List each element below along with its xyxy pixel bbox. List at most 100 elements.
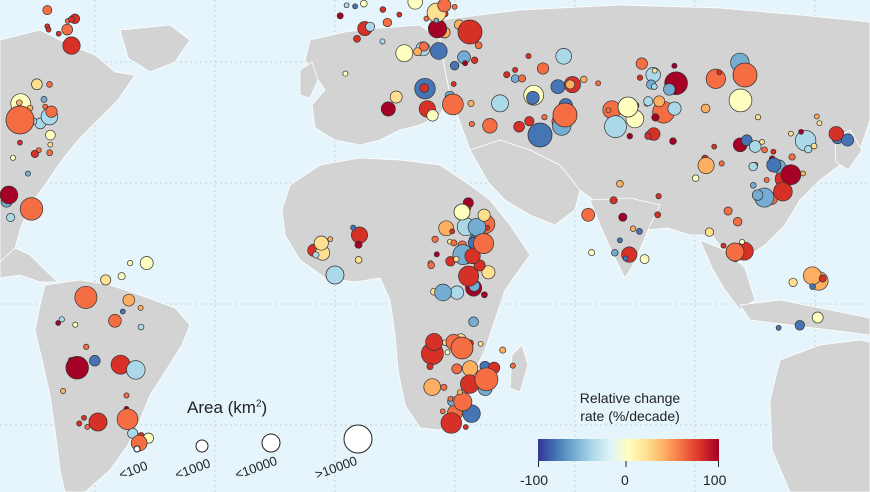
lake-marker	[565, 79, 576, 90]
lake-marker	[626, 132, 633, 140]
lake-marker	[440, 383, 448, 391]
lake-marker	[127, 260, 134, 267]
lake-marker	[841, 133, 855, 147]
lake-marker	[354, 256, 363, 264]
lake-marker	[667, 101, 682, 116]
lake-marker	[527, 122, 553, 148]
lake-marker	[434, 283, 452, 302]
lake-marker	[47, 141, 54, 148]
lake-marker	[30, 149, 39, 158]
lake-marker	[350, 224, 357, 231]
lake-marker	[809, 283, 816, 290]
lake-markers	[0, 0, 855, 452]
size-legend-circle-small	[133, 445, 141, 453]
lake-marker	[449, 228, 456, 235]
lake-marker	[117, 272, 126, 281]
lake-marker	[669, 137, 677, 145]
lake-marker	[45, 105, 58, 118]
lake-marker	[716, 69, 723, 76]
lake-marker	[605, 107, 612, 114]
lake-marker	[396, 11, 403, 18]
lake-marker	[457, 19, 483, 45]
lake-marker	[380, 101, 396, 117]
lake-marker	[663, 83, 676, 96]
lake-marker	[100, 274, 112, 286]
lake-marker	[811, 311, 824, 324]
lake-marker	[88, 412, 108, 432]
colorbar	[538, 439, 719, 467]
lake-marker	[62, 36, 81, 55]
lake-marker	[116, 408, 139, 430]
lake-marker	[766, 157, 782, 173]
lake-marker	[60, 388, 67, 394]
lake-marker	[433, 17, 440, 24]
lake-marker	[473, 233, 495, 254]
lake-marker	[525, 53, 532, 60]
lake-marker	[711, 143, 718, 150]
colorbar-title: Relative change rate (%/decade)	[560, 389, 700, 425]
lake-marker	[137, 323, 145, 331]
lake-marker	[89, 355, 101, 367]
lake-marker	[555, 48, 572, 65]
lake-marker	[818, 274, 827, 283]
australia-landmass	[769, 339, 870, 492]
lake-marker	[395, 44, 414, 63]
lake-marker	[325, 265, 345, 285]
lake-marker	[509, 362, 516, 369]
lake-marker	[451, 3, 458, 10]
lake-marker	[725, 242, 745, 262]
lake-marker	[770, 148, 777, 155]
lake-marker	[450, 239, 458, 247]
lake-marker	[419, 83, 430, 93]
lake-marker	[609, 196, 618, 205]
lake-marker	[653, 95, 666, 108]
lake-marker	[671, 62, 678, 69]
india-landmass	[589, 197, 661, 279]
lake-marker	[692, 174, 700, 182]
lake-marker	[775, 324, 782, 331]
lake-marker	[524, 116, 535, 127]
lake-marker	[788, 153, 796, 161]
lake-marker	[352, 3, 358, 10]
lake-marker	[481, 265, 496, 280]
lake-marker	[426, 109, 439, 122]
lake-marker	[354, 240, 363, 249]
lake-marker	[450, 336, 474, 360]
lake-marker	[431, 235, 439, 243]
lake-marker	[426, 363, 434, 370]
lake-marker	[617, 96, 639, 118]
lake-marker	[65, 356, 89, 380]
lake-marker	[83, 343, 90, 350]
lake-marker	[433, 251, 440, 258]
lake-marker	[741, 134, 753, 147]
lake-marker	[453, 203, 471, 221]
lake-marker	[327, 236, 334, 242]
lake-marker	[68, 16, 75, 23]
lake-marker	[6, 213, 16, 222]
lake-marker	[419, 41, 429, 52]
lake-marker	[491, 94, 509, 113]
lake-marker	[46, 149, 54, 157]
indonesia-landmass	[739, 299, 870, 336]
lake-marker	[763, 176, 770, 183]
colorbar-title-line1: Relative change	[579, 390, 681, 406]
lake-marker	[343, 2, 350, 9]
lake-marker	[17, 139, 23, 146]
lake-marker	[451, 363, 463, 375]
greenland-landmass	[119, 24, 191, 73]
lake-marker	[580, 75, 588, 84]
lake-marker	[427, 261, 435, 269]
lake-marker	[119, 308, 126, 315]
lake-marker	[604, 115, 627, 138]
size-legend-circle-large	[261, 433, 281, 453]
lake-marker	[360, 0, 368, 8]
lake-marker	[108, 314, 122, 328]
area-legend-title-end: )	[261, 398, 268, 417]
lake-marker	[447, 395, 454, 402]
lake-marker	[748, 140, 762, 153]
lake-marker	[464, 247, 481, 265]
lake-marker	[651, 67, 658, 74]
lake-marker	[804, 145, 813, 154]
